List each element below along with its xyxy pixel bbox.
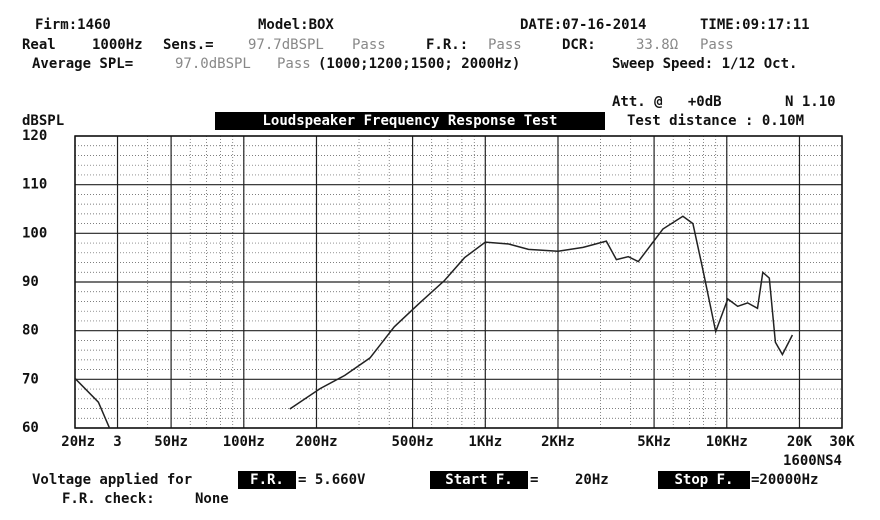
fr-status: Pass	[488, 37, 522, 53]
dcr-label: DCR:	[562, 37, 596, 53]
y-tick-label: 60	[22, 420, 39, 436]
fr-box	[238, 471, 296, 489]
stop-value: =20000Hz	[751, 472, 818, 488]
x-tick-label: 2KHz	[541, 434, 575, 450]
x-tick-label: 10KHz	[706, 434, 748, 450]
avg-value: 97.0dBSPL	[175, 56, 251, 72]
start-box	[430, 471, 528, 489]
x-tick-label: 100Hz	[223, 434, 265, 450]
dcr-status: Pass	[700, 37, 734, 53]
title-box	[215, 112, 605, 130]
stop-box-text: Stop F.	[674, 472, 733, 488]
x-tick-label: 500Hz	[392, 434, 434, 450]
x-tick-label: 3	[113, 434, 121, 450]
time: TIME:09:17:11	[700, 17, 810, 33]
sens-label: Sens.=	[163, 37, 214, 53]
fr-box-text: F.R.	[250, 472, 284, 488]
y-tick-label: 110	[22, 177, 47, 193]
avg-status: Pass	[277, 56, 311, 72]
real: Real	[22, 37, 56, 53]
sens-status: Pass	[352, 37, 386, 53]
start-box-text: Start F.	[445, 472, 512, 488]
voltage: = 5.660V	[298, 472, 366, 488]
x-tick-label: 5KHz	[637, 434, 671, 450]
real-freq: 1000Hz	[92, 37, 143, 53]
plot-frame	[74, 135, 843, 429]
chart-title: Loudspeaker Frequency Response Test	[262, 113, 557, 129]
model-code: 1600NS4	[783, 453, 842, 469]
x-tick-label: 30K	[829, 434, 855, 450]
y-tick-label: 80	[22, 323, 39, 339]
y-tick-label: 70	[22, 371, 39, 387]
voltage-label: Voltage applied for	[32, 472, 192, 488]
firm: Firm:1460	[35, 17, 111, 33]
version: N 1.10	[785, 94, 836, 110]
y-tick-label: 90	[22, 274, 39, 290]
y-tick-label: 100	[22, 225, 47, 241]
x-tick-label: 1KHz	[468, 434, 502, 450]
check-value: None	[195, 491, 229, 507]
check-label: F.R. check:	[62, 491, 155, 507]
avg-label: Average SPL=	[32, 56, 133, 72]
sweep: Sweep Speed: 1/12 Oct.	[612, 56, 797, 72]
x-tick-label: 50Hz	[154, 434, 188, 450]
stop-box	[658, 471, 750, 489]
x-tick-label: 200Hz	[295, 434, 337, 450]
start-value: 20Hz	[575, 472, 609, 488]
x-tick-label: 20Hz	[61, 434, 95, 450]
distance: Test distance : 0.10M	[627, 113, 804, 129]
dcr-value: 33.8Ω	[636, 37, 678, 53]
sens-value: 97.7dBSPL	[248, 37, 324, 53]
response-line	[75, 215, 794, 428]
y-tick-label: 120	[22, 128, 47, 144]
x-tick-label: 20K	[787, 434, 813, 450]
att: Att. @ +0dB	[612, 94, 722, 110]
start-eq: =	[530, 472, 538, 488]
model: Model:BOX	[258, 17, 334, 33]
date: DATE:07-16-2014	[520, 17, 646, 33]
avg-freqs: (1000;1200;1500; 2000Hz)	[318, 56, 520, 72]
fr-label: F.R.:	[426, 37, 468, 53]
y-axis-label: dBSPL	[22, 113, 64, 129]
